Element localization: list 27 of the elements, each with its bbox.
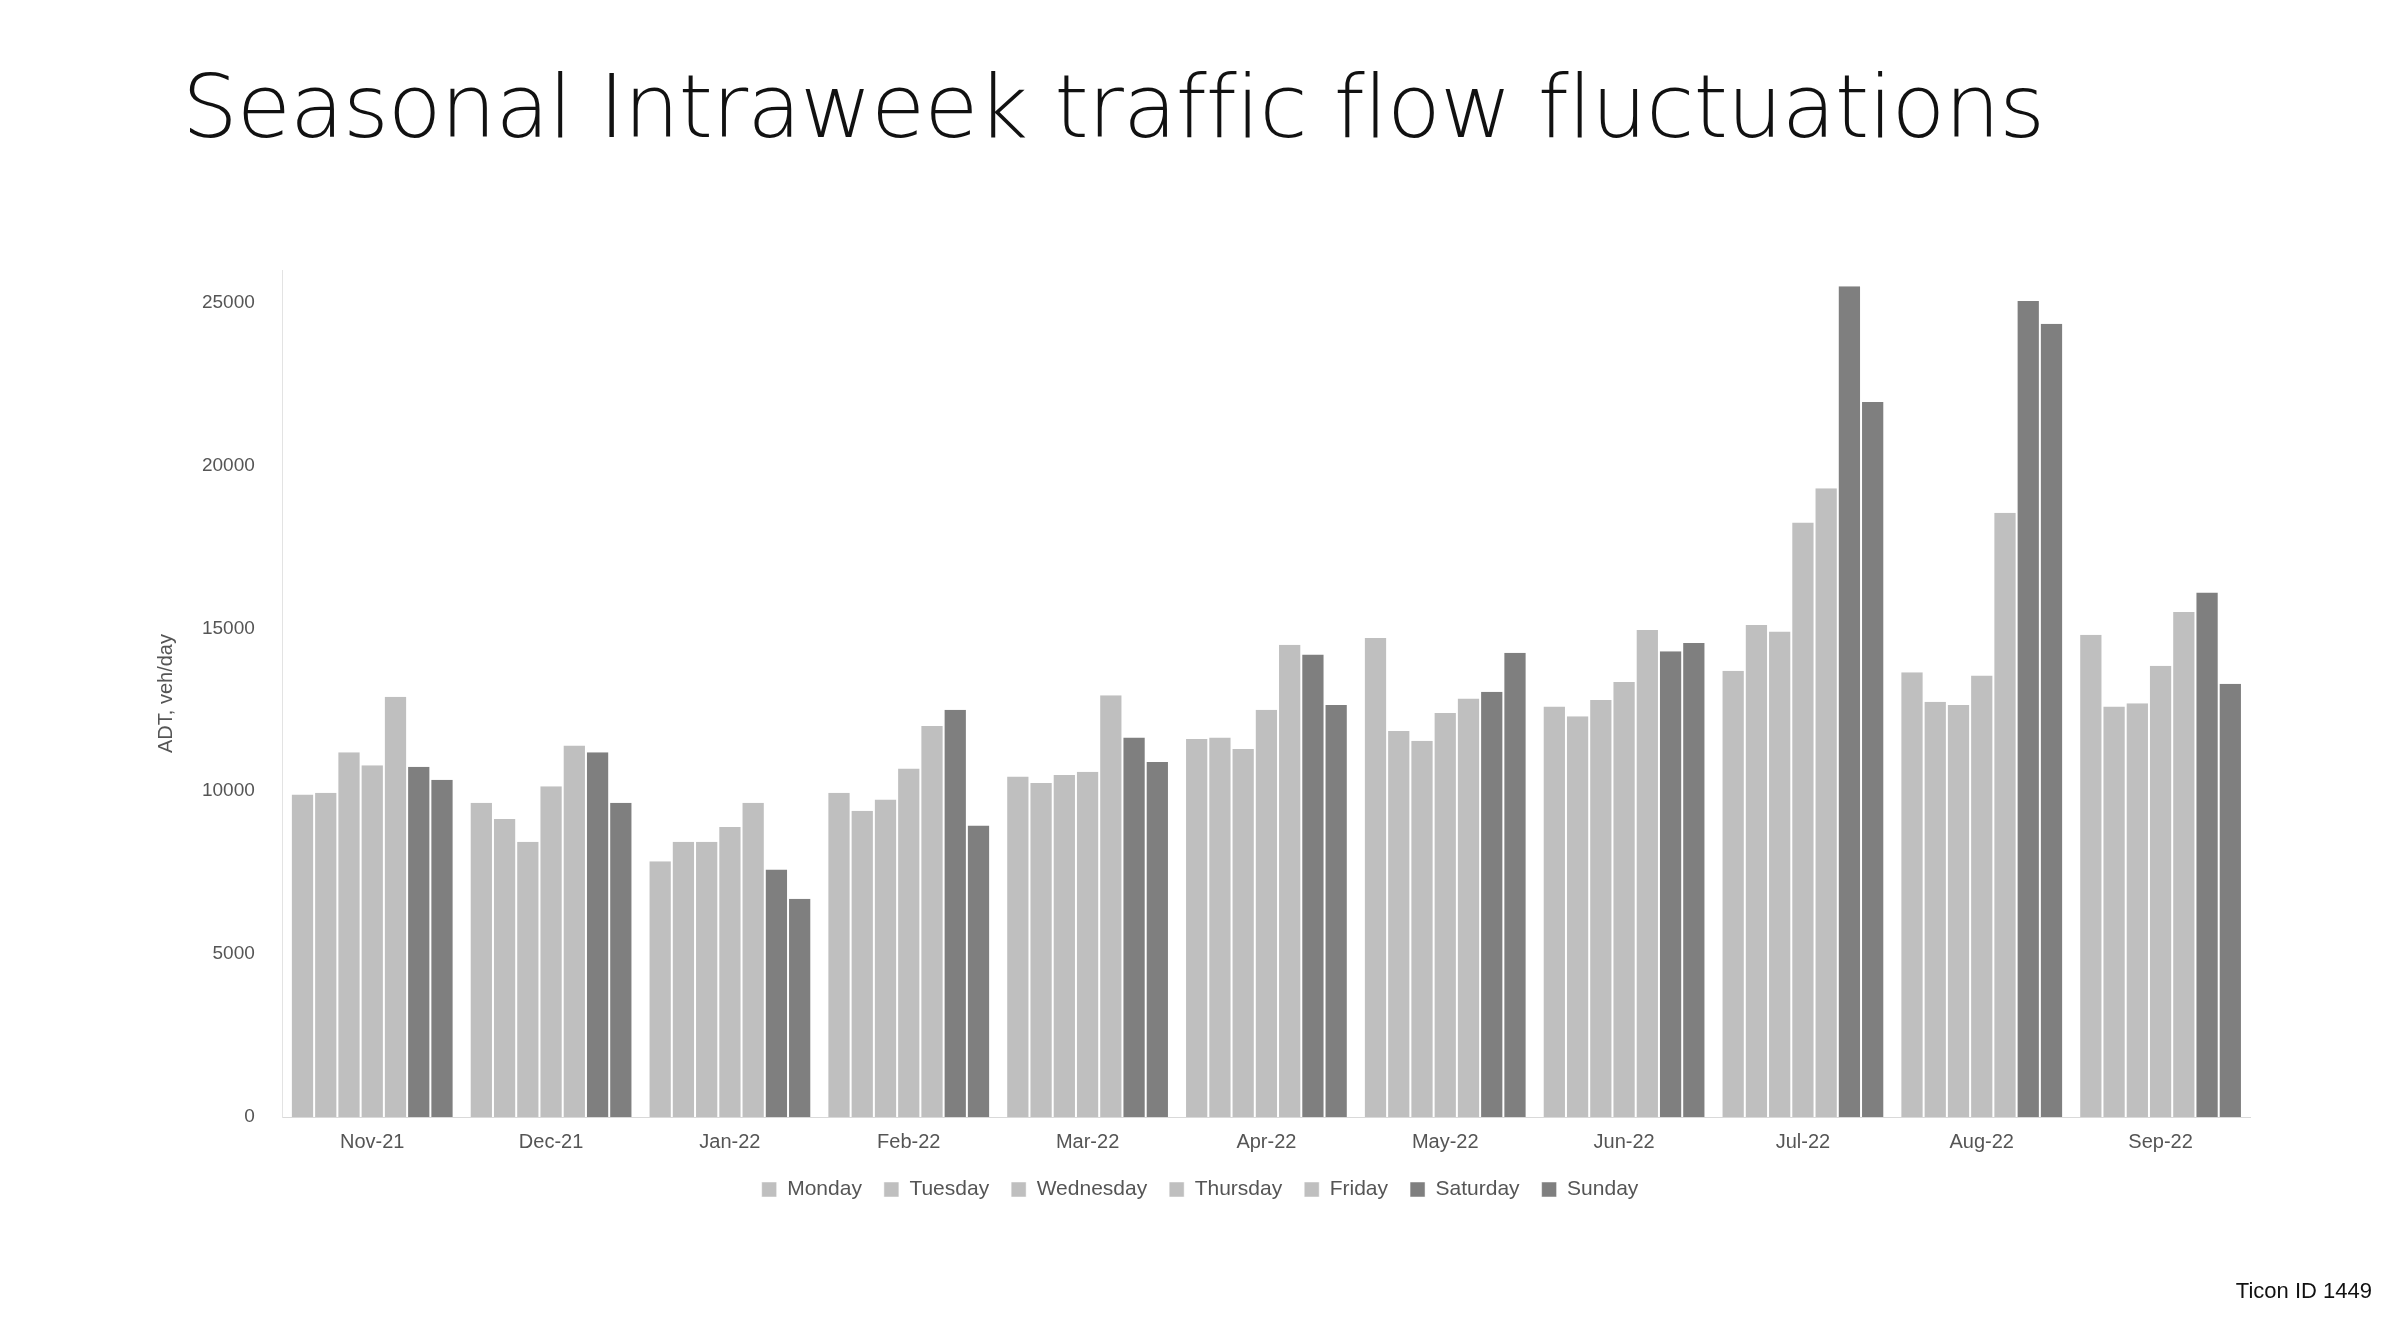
x-tick-label: Jun-22 bbox=[1593, 1129, 1655, 1152]
x-tick-label: Mar-22 bbox=[1055, 1129, 1120, 1152]
x-tick-label: Sep-22 bbox=[2128, 1129, 2193, 1152]
y-tick-label: 10000 bbox=[201, 779, 255, 801]
x-tick-label: Nov-21 bbox=[340, 1129, 405, 1152]
legend-label: Thursday bbox=[1194, 1176, 1283, 1200]
legend-label: Monday bbox=[787, 1176, 863, 1200]
x-tick-label: Aug-22 bbox=[1949, 1129, 2014, 1152]
x-tick-label: Dec-21 bbox=[518, 1129, 584, 1152]
x-tick-label: May-22 bbox=[1411, 1129, 1479, 1152]
chart-title: Seasonal Intraweek traffic flow fluctuations bbox=[182, 55, 2045, 158]
x-tick-label: Jul-22 bbox=[1775, 1129, 1831, 1152]
text: Ticon ID 1449 bbox=[2235, 1278, 2372, 1304]
y-tick-label: 25000 bbox=[201, 290, 255, 312]
x-tick-label: Jan-22 bbox=[699, 1129, 761, 1152]
legend-label: Wednesday bbox=[1036, 1176, 1148, 1200]
y-tick-label: 15000 bbox=[201, 616, 255, 638]
legend-label: Tuesday bbox=[909, 1176, 990, 1200]
y-tick-label: 5000 bbox=[212, 942, 255, 964]
legend-label: Friday bbox=[1329, 1176, 1389, 1200]
y-tick-label: 0 bbox=[244, 1105, 255, 1127]
y-tick-label: 20000 bbox=[201, 453, 255, 475]
x-tick-label: Feb-22 bbox=[877, 1129, 941, 1152]
legend-label: Saturday bbox=[1435, 1176, 1521, 1200]
y-axis-title: ADT, veh/day bbox=[153, 634, 176, 753]
x-tick-label: Apr-22 bbox=[1236, 1129, 1297, 1152]
legend-label: Sunday bbox=[1567, 1176, 1639, 1200]
